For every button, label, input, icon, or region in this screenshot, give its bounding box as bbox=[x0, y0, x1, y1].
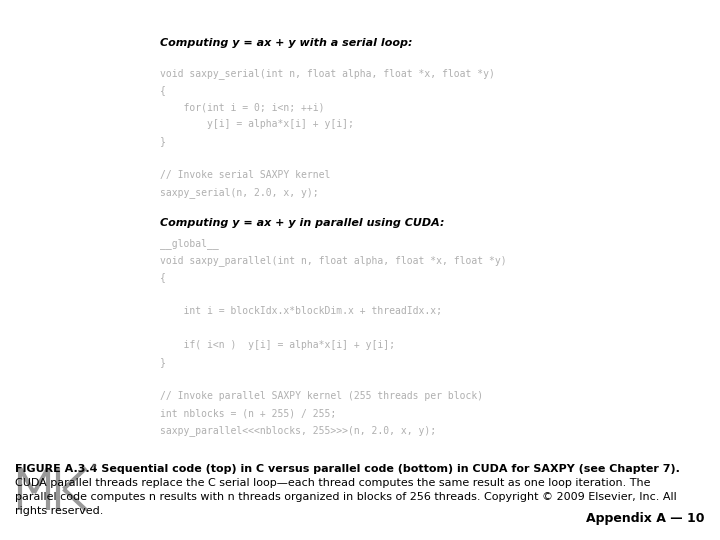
Text: }: } bbox=[160, 136, 166, 146]
Text: // Invoke serial SAXPY kernel: // Invoke serial SAXPY kernel bbox=[160, 170, 330, 180]
Text: if( i<n )  y[i] = alpha*x[i] + y[i];: if( i<n ) y[i] = alpha*x[i] + y[i]; bbox=[160, 340, 395, 350]
Text: Computing y = ax + y with a serial loop:: Computing y = ax + y with a serial loop: bbox=[160, 38, 413, 48]
Text: for(int i = 0; i<n; ++i): for(int i = 0; i<n; ++i) bbox=[160, 102, 325, 112]
Text: __global__: __global__ bbox=[160, 238, 219, 249]
Text: {: { bbox=[160, 85, 166, 95]
Text: CUDA parallel threads replace the C serial loop—each thread computes the same re: CUDA parallel threads replace the C seri… bbox=[15, 478, 650, 488]
Text: void saxpy_serial(int n, float alpha, float *x, float *y): void saxpy_serial(int n, float alpha, fl… bbox=[160, 68, 495, 79]
Text: void saxpy_parallel(int n, float alpha, float *x, float *y): void saxpy_parallel(int n, float alpha, … bbox=[160, 255, 507, 266]
Text: int nblocks = (n + 255) / 255;: int nblocks = (n + 255) / 255; bbox=[160, 408, 336, 418]
Text: y[i] = alpha*x[i] + y[i];: y[i] = alpha*x[i] + y[i]; bbox=[160, 119, 354, 129]
Text: Appendix A — 10: Appendix A — 10 bbox=[587, 512, 705, 525]
Text: // Invoke parallel SAXPY kernel (255 threads per block): // Invoke parallel SAXPY kernel (255 thr… bbox=[160, 391, 483, 401]
Text: FIGURE A.3.4 Sequential code (top) in C versus parallel code (bottom) in CUDA fo: FIGURE A.3.4 Sequential code (top) in C … bbox=[15, 464, 680, 474]
Text: rights reserved.: rights reserved. bbox=[15, 506, 104, 516]
Text: ®: ® bbox=[90, 464, 96, 469]
Text: }: } bbox=[160, 357, 166, 367]
Text: Computing y = ax + y in parallel using CUDA:: Computing y = ax + y in parallel using C… bbox=[160, 218, 444, 228]
Text: parallel code computes n results with n threads organized in blocks of 256 threa: parallel code computes n results with n … bbox=[15, 492, 677, 502]
Text: saxpy_serial(n, 2.0, x, y);: saxpy_serial(n, 2.0, x, y); bbox=[160, 187, 319, 198]
Text: {: { bbox=[160, 272, 166, 282]
Text: saxpy_parallel<<<nblocks, 255>>>(n, 2.0, x, y);: saxpy_parallel<<<nblocks, 255>>>(n, 2.0,… bbox=[160, 425, 436, 436]
Text: int i = blockIdx.x*blockDim.x + threadIdx.x;: int i = blockIdx.x*blockDim.x + threadId… bbox=[160, 306, 442, 316]
